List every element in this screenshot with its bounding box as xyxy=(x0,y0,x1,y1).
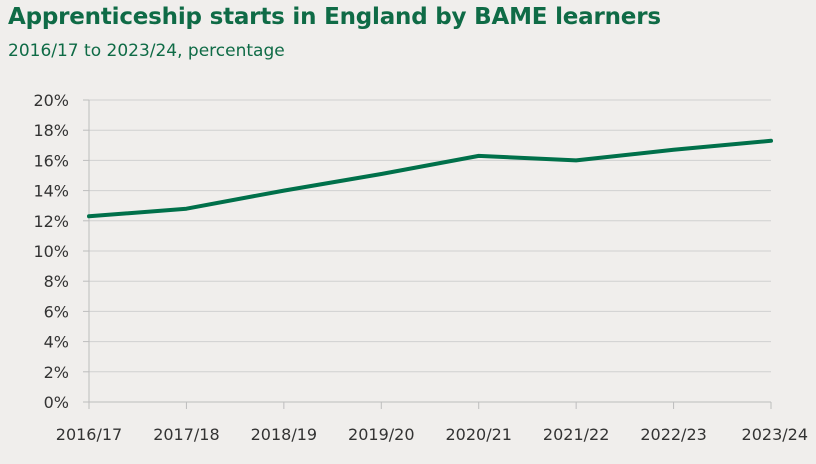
y-tick-label: 0% xyxy=(44,393,69,412)
series xyxy=(87,138,773,219)
y-tick-label: 4% xyxy=(44,333,69,352)
y-tick-label: 16% xyxy=(33,151,69,170)
series-line xyxy=(87,138,773,219)
chart-subtitle: 2016/17 to 2023/24, percentage xyxy=(8,41,285,61)
y-tick-label: 14% xyxy=(33,182,69,201)
x-tick-label: 2016/17 xyxy=(56,425,122,444)
y-tick-labels: 0% 2% 4% 6% 8% 10% 12% 14% 16% 18% 20% xyxy=(33,91,69,412)
x-tick-label: 2022/23 xyxy=(640,425,706,444)
x-tick-label: 2018/19 xyxy=(251,425,317,444)
x-tick-label: 2020/21 xyxy=(445,425,511,444)
x-tick-label: 2023/24 xyxy=(742,425,808,444)
x-tick-label: 2021/22 xyxy=(543,425,609,444)
y-tick-label: 18% xyxy=(33,121,69,140)
y-tick-label: 20% xyxy=(33,91,69,110)
y-tick-label: 2% xyxy=(44,363,69,382)
x-tick-labels: 2016/17 2017/18 2018/19 2019/20 2020/21 2021/… xyxy=(56,425,808,444)
chart-title: Apprenticeship starts in England by BAME… xyxy=(8,4,661,30)
gridlines xyxy=(89,99,771,373)
y-tick-label: 12% xyxy=(33,212,69,231)
y-tick-label: 6% xyxy=(44,302,69,321)
axes xyxy=(83,99,772,409)
y-tick-label: 8% xyxy=(44,272,69,291)
y-tick-label: 10% xyxy=(33,242,69,261)
x-tick-label: 2017/18 xyxy=(153,425,219,444)
x-tick-label: 2019/20 xyxy=(348,425,414,444)
